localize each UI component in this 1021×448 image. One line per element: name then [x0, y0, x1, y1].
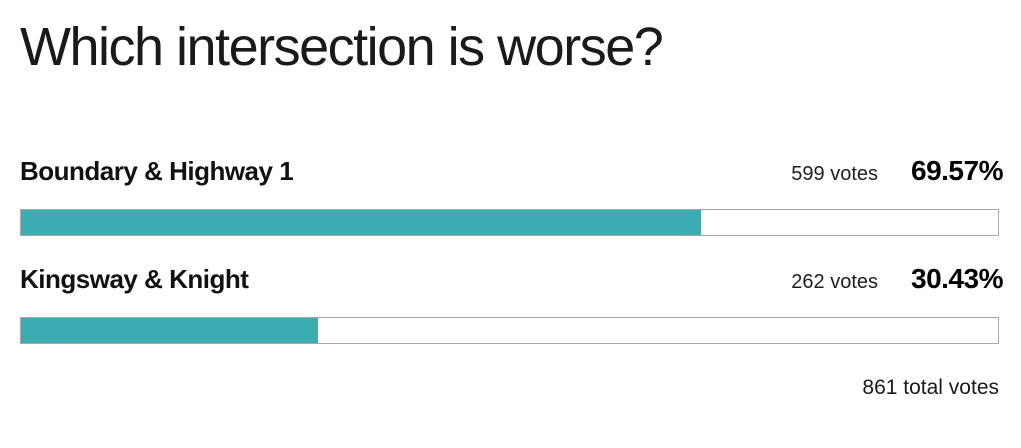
- option-percent: 69.57%: [911, 154, 1003, 186]
- poll-option-row: Boundary & Highway 1 599 votes 69.57%: [20, 154, 1003, 236]
- total-votes: 861 total votes: [862, 375, 999, 399]
- result-bar-fill: [21, 317, 319, 343]
- result-bar-track: [20, 208, 999, 236]
- result-bar-fill: [21, 209, 701, 235]
- poll-title: Which intersection is worse?: [20, 17, 664, 77]
- option-vote-count: 599 votes: [791, 162, 878, 185]
- option-label: Boundary & Highway 1: [20, 155, 294, 186]
- option-percent: 30.43%: [911, 262, 1003, 294]
- result-bar-track: [20, 316, 999, 344]
- option-header: Boundary & Highway 1 599 votes 69.57%: [20, 154, 1003, 191]
- option-label: Kingsway & Knight: [20, 263, 249, 294]
- option-vote-count: 262 votes: [791, 270, 878, 293]
- option-header: Kingsway & Knight 262 votes 30.43%: [20, 262, 1003, 299]
- poll-option-row: Kingsway & Knight 262 votes 30.43%: [20, 262, 1003, 344]
